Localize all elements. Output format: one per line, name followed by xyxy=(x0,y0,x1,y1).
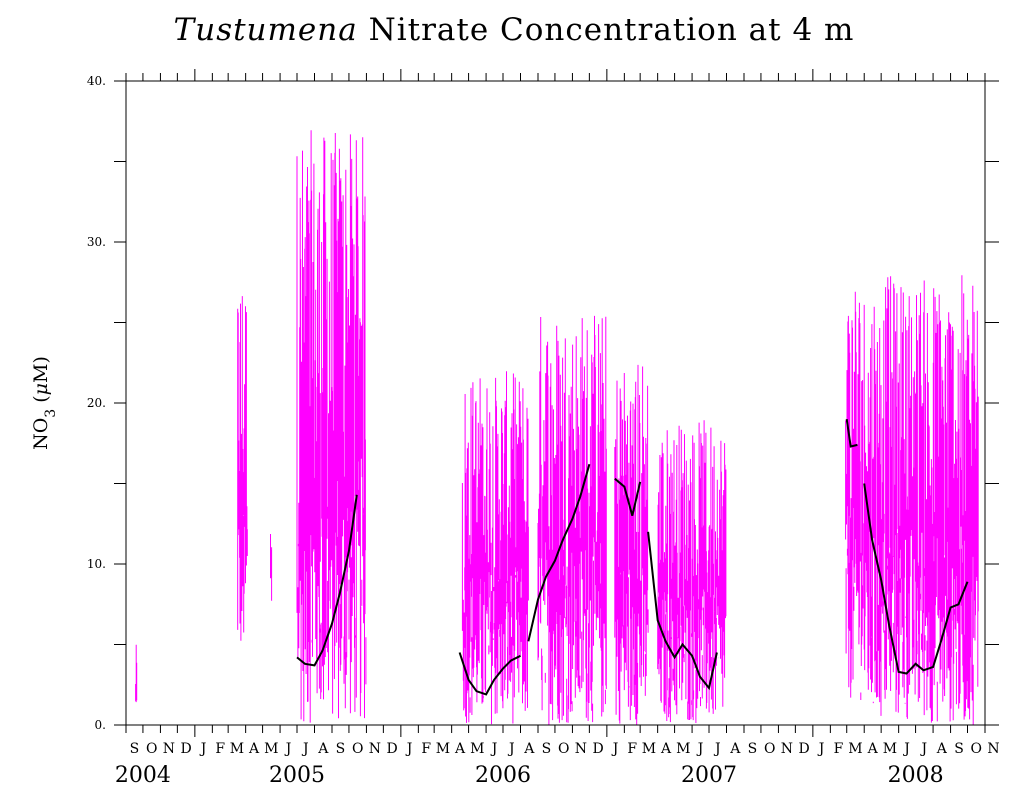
y-tick-label: 10. xyxy=(87,557,106,571)
smoothed-line-6 xyxy=(863,483,969,675)
smoothed-line-0 xyxy=(296,494,358,667)
x-month-label: N xyxy=(781,741,793,757)
x-month-label: D xyxy=(180,741,191,757)
chart-title-rest: Nitrate Concentration at 4 m xyxy=(357,12,855,48)
x-month-label: M xyxy=(676,741,690,757)
y-tick-label: 20. xyxy=(87,396,106,410)
x-month-label: F xyxy=(834,741,844,757)
x-month-label: J xyxy=(920,741,928,757)
y-tick-label: 0. xyxy=(95,718,106,732)
x-month-label: F xyxy=(215,741,225,757)
x-month-label: O xyxy=(971,741,982,757)
x-month-label: D xyxy=(386,741,397,757)
raw-segment-4 xyxy=(461,371,529,725)
x-month-label: S xyxy=(130,741,140,757)
x-month-label: F xyxy=(421,741,431,757)
x-month-label: A xyxy=(729,741,741,757)
x-month-label: S xyxy=(336,741,346,757)
x-month-label: A xyxy=(454,741,466,757)
x-month-label: D xyxy=(592,741,603,757)
raw-segment-5 xyxy=(537,315,607,725)
x-month-label: O xyxy=(352,741,363,757)
x-month-label: J xyxy=(507,741,515,757)
x-month-label: M xyxy=(470,741,484,757)
smoothed-line-2 xyxy=(527,463,591,642)
smoothed-line-3 xyxy=(614,477,642,516)
raw-segment-2 xyxy=(270,534,273,601)
x-month-label: J xyxy=(713,741,721,757)
x-month-label: J xyxy=(301,741,309,757)
x-month-label: S xyxy=(542,741,552,757)
x-month-label: A xyxy=(248,741,260,757)
x-month-label: M xyxy=(230,741,244,757)
x-year-label: 2006 xyxy=(475,763,531,788)
chart-title-italic: Tustumena xyxy=(173,12,358,48)
x-month-label: J xyxy=(405,741,413,757)
x-month-label: O xyxy=(764,741,775,757)
smoothed-line-4 xyxy=(647,531,718,691)
raw-segment-8 xyxy=(845,291,864,700)
x-month-label: J xyxy=(611,741,619,757)
y-tick-label: 40. xyxy=(87,74,106,88)
x-year-label: 2005 xyxy=(269,763,325,788)
x-month-label: J xyxy=(490,741,498,757)
x-month-label: A xyxy=(523,741,535,757)
x-month-label: O xyxy=(558,741,569,757)
x-month-label: D xyxy=(798,741,809,757)
x-month-label: M xyxy=(436,741,450,757)
raw-segment-3 xyxy=(296,130,367,723)
chart-title: Tustumena Nitrate Concentration at 4 m xyxy=(0,12,1028,48)
raw-segment-6 xyxy=(614,364,649,725)
x-month-label: S xyxy=(748,741,758,757)
x-month-label: A xyxy=(936,741,948,757)
x-year-label: 2008 xyxy=(888,763,944,788)
x-month-label: N xyxy=(575,741,587,757)
x-year-label: 2004 xyxy=(115,763,171,788)
x-month-label: N xyxy=(987,741,999,757)
x-month-label: A xyxy=(660,741,672,757)
x-month-label: J xyxy=(284,741,292,757)
x-month-label: F xyxy=(627,741,637,757)
x-month-label: A xyxy=(317,741,329,757)
x-month-label: M xyxy=(848,741,862,757)
x-month-label: A xyxy=(867,741,879,757)
x-month-label: M xyxy=(883,741,897,757)
raw-segment-9 xyxy=(863,275,979,725)
x-month-label: S xyxy=(954,741,964,757)
x-month-label: J xyxy=(902,741,910,757)
x-month-label: J xyxy=(696,741,704,757)
x-year-label: 2007 xyxy=(681,763,737,788)
y-tick-label: 30. xyxy=(87,235,106,249)
x-month-label: M xyxy=(642,741,656,757)
raw-segment-7 xyxy=(657,420,727,723)
raw-segment-0 xyxy=(135,644,138,703)
y-axis-label: NO3 (μM) xyxy=(30,356,59,450)
smoothed-line-5 xyxy=(845,418,858,448)
raw-segment-1 xyxy=(237,296,248,641)
smoothed-line-1 xyxy=(458,652,521,696)
x-month-label: N xyxy=(163,741,175,757)
x-month-label: J xyxy=(199,741,207,757)
x-month-label: M xyxy=(264,741,278,757)
x-month-label: O xyxy=(146,741,157,757)
x-month-label: N xyxy=(369,741,381,757)
x-month-label: J xyxy=(817,741,825,757)
